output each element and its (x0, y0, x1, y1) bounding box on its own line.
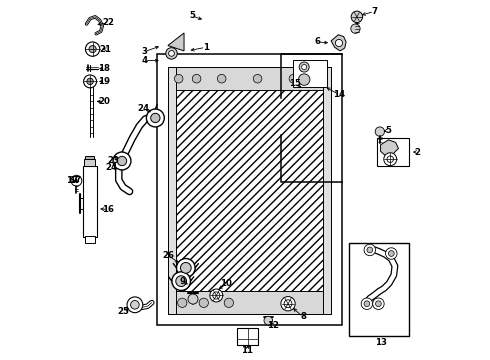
Bar (85, 156, 95, 159)
Circle shape (375, 127, 385, 136)
Circle shape (302, 64, 307, 69)
Text: 12: 12 (267, 321, 279, 330)
Circle shape (147, 109, 164, 127)
Circle shape (188, 294, 198, 304)
Circle shape (351, 24, 360, 33)
Bar (157, 54, 342, 325)
Polygon shape (168, 33, 184, 51)
Circle shape (117, 156, 126, 166)
Circle shape (166, 48, 177, 59)
Circle shape (289, 75, 298, 83)
Circle shape (284, 300, 292, 308)
Text: 5: 5 (386, 126, 392, 135)
Bar (85, 236, 95, 243)
Circle shape (373, 298, 384, 310)
Bar (168, 67, 331, 90)
Bar (168, 67, 176, 315)
Text: 5: 5 (189, 11, 195, 20)
Circle shape (199, 298, 208, 307)
Circle shape (174, 75, 183, 83)
Circle shape (218, 75, 226, 83)
Circle shape (253, 75, 262, 83)
Circle shape (85, 42, 100, 56)
Circle shape (351, 11, 363, 23)
Text: 24: 24 (105, 163, 118, 172)
Circle shape (176, 258, 195, 277)
Circle shape (131, 301, 139, 309)
Text: 9: 9 (179, 276, 185, 285)
Polygon shape (331, 35, 346, 51)
Circle shape (213, 292, 220, 299)
Text: 24: 24 (138, 104, 150, 113)
Circle shape (386, 248, 397, 259)
Circle shape (389, 251, 394, 256)
Text: 7: 7 (371, 7, 377, 16)
Text: 11: 11 (242, 346, 253, 355)
Bar (377, 138, 409, 166)
Text: 17: 17 (66, 176, 78, 185)
Bar (168, 67, 331, 315)
Text: 13: 13 (374, 338, 387, 347)
Text: 10: 10 (220, 279, 232, 288)
Bar (294, 60, 327, 87)
Circle shape (84, 75, 97, 88)
Text: 21: 21 (100, 45, 112, 54)
Text: 2: 2 (415, 148, 421, 157)
Bar (168, 291, 331, 315)
Circle shape (335, 40, 343, 46)
Text: 26: 26 (162, 251, 174, 260)
Circle shape (387, 156, 393, 162)
Circle shape (264, 316, 272, 325)
Text: 20: 20 (98, 97, 110, 106)
Circle shape (210, 289, 223, 302)
Text: 1: 1 (202, 43, 209, 52)
Circle shape (87, 78, 93, 85)
Circle shape (224, 298, 234, 307)
Text: 25: 25 (118, 307, 130, 316)
Text: 18: 18 (98, 64, 110, 73)
Circle shape (176, 276, 187, 287)
Text: 17: 17 (69, 176, 81, 185)
Circle shape (361, 298, 373, 310)
Circle shape (127, 297, 143, 313)
Circle shape (113, 152, 131, 170)
Circle shape (281, 297, 295, 311)
Text: 3: 3 (142, 47, 147, 56)
Circle shape (299, 62, 309, 72)
Circle shape (177, 298, 187, 307)
Text: 16: 16 (102, 205, 114, 214)
Circle shape (364, 244, 375, 256)
Bar (349, 243, 409, 336)
Text: 8: 8 (300, 312, 306, 321)
Circle shape (384, 153, 397, 166)
Circle shape (180, 262, 191, 273)
Polygon shape (381, 140, 398, 157)
Bar (323, 67, 331, 315)
Text: 6: 6 (315, 37, 320, 46)
Circle shape (367, 247, 373, 253)
Text: 23: 23 (107, 156, 119, 165)
Circle shape (169, 50, 174, 56)
Bar (84, 159, 95, 166)
Bar (237, 328, 258, 345)
Text: 15: 15 (289, 80, 300, 89)
Text: 19: 19 (98, 77, 110, 86)
Text: 14: 14 (333, 90, 345, 99)
Bar (83, 166, 97, 237)
Text: 22: 22 (102, 18, 114, 27)
Circle shape (375, 301, 381, 307)
Circle shape (172, 272, 191, 291)
Text: 4: 4 (142, 56, 147, 65)
Circle shape (71, 175, 82, 186)
Circle shape (298, 74, 310, 85)
Circle shape (151, 113, 160, 123)
Circle shape (89, 45, 96, 53)
Circle shape (192, 75, 201, 83)
Circle shape (364, 301, 370, 307)
